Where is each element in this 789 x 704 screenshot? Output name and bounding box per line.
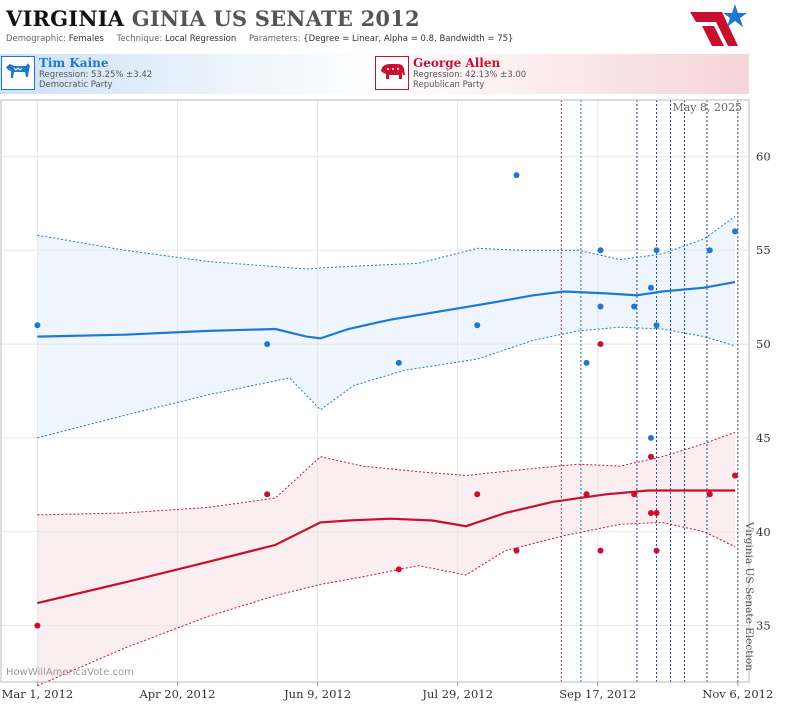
candidate-democrat: Tim Kaine Regression: 53.25% ±3.42 Democ… [0, 54, 374, 94]
poll-point [597, 547, 604, 554]
x-tick-label: Sep 17, 2012 [559, 687, 636, 701]
candidate-party: Democratic Party [39, 80, 113, 90]
poll-point [653, 247, 660, 254]
poll-point [395, 566, 402, 573]
demographic-value: Females [68, 34, 104, 44]
confidence-bands [37, 216, 735, 686]
watermark: HowWillAmericaVote.com [6, 667, 134, 678]
candidate-bar: Tim Kaine Regression: 53.25% ±3.42 Democ… [0, 54, 749, 94]
technique-value: Local Regression [165, 34, 237, 44]
candidate-name: George Allen [413, 56, 501, 70]
poll-point [597, 247, 604, 254]
technique-label: Technique: [116, 34, 163, 44]
poll-point [653, 510, 660, 517]
poll-point [34, 322, 41, 329]
y-tick-label: 45 [756, 431, 771, 445]
poll-point [395, 359, 402, 366]
poll-point [647, 284, 654, 291]
upper-bound-line-0 [37, 215, 736, 270]
x-tick-label: Jun 9, 2012 [283, 687, 351, 701]
y-tick-label: 35 [756, 619, 771, 633]
election-label: Virginia US Senate Election [743, 521, 755, 671]
candidate-republican: George Allen Regression: 42.13% ±3.00 Re… [374, 54, 749, 94]
y-tick-label: 40 [756, 525, 771, 539]
star-logo-icon [690, 4, 747, 46]
axes: 35 40 45 50 55 60 Mar 1, 2012 Apr 20, 2012 Jun 9… [0, 99, 773, 701]
header: VIRGINIA GINIA US SENATE 2012 Demographi… [0, 0, 749, 50]
poll-chart: 35 40 45 50 55 60 Mar 1, 2012 Apr 20, 2012 Jun 9… [0, 99, 773, 701]
candidate-regression: Regression: 42.13% ±3.00 [413, 70, 527, 80]
confidence-band-1 [37, 432, 735, 686]
poll-point [264, 491, 271, 498]
poll-point [583, 491, 590, 498]
poll-point [647, 453, 654, 460]
demographic-label: Demographic: [6, 34, 67, 44]
poll-point [731, 472, 738, 479]
y-tick-label: 50 [756, 337, 771, 351]
page-title: VIRGINIA GINIA US SENATE 2012 [6, 6, 420, 31]
poll-point [631, 303, 638, 310]
poll-point [474, 491, 481, 498]
parameters-value: {Degree = Linear, Alpha = 0.8, Bandwidth… [303, 34, 514, 44]
poll-point [597, 341, 604, 348]
regression-line-0 [37, 281, 736, 340]
poll-point [731, 228, 738, 235]
poll-lines [560, 100, 739, 682]
poll-point [653, 322, 660, 329]
lower-bound-line-0 [37, 326, 736, 439]
poll-point [706, 247, 713, 254]
candidate-name: Tim Kaine [39, 56, 109, 70]
plot-frame [0, 99, 750, 683]
candidate-regression: Regression: 53.25% ±3.42 [39, 70, 153, 80]
grid-lines [1, 100, 749, 682]
poll-point [474, 322, 481, 329]
series-layer [34, 172, 738, 687]
donkey-icon [1, 56, 35, 90]
candidate-bar-background [0, 54, 749, 94]
poll-point [647, 510, 654, 517]
poll-point [597, 303, 604, 310]
title-rest: GINIA US SENATE 2012 [131, 6, 420, 31]
poll-point [653, 547, 660, 554]
x-tick-label: Nov 6, 2012 [702, 687, 773, 701]
poll-point [706, 491, 713, 498]
candidate-party: Republican Party [413, 80, 485, 90]
poll-point [513, 547, 520, 554]
y-tick-label: 55 [756, 243, 771, 257]
x-tick-label: Mar 1, 2012 [2, 687, 74, 701]
upper-bound-line-1 [37, 431, 736, 516]
poll-point [264, 341, 271, 348]
title-state: VIRGINIA [6, 6, 125, 31]
poll-point [583, 359, 590, 366]
elephant-icon [375, 56, 409, 90]
poll-point [34, 622, 41, 629]
parameters-label: Parameters: [248, 34, 301, 44]
poll-point [631, 491, 638, 498]
parameters-line: Demographic: Females Technique: Local Re… [6, 34, 513, 44]
x-tick-label: Jul 29, 2012 [421, 687, 493, 701]
x-tick-label: Apr 20, 2012 [138, 687, 215, 701]
poll-point [513, 172, 520, 179]
lower-bound-line-1 [37, 521, 736, 687]
confidence-band-0 [37, 216, 735, 438]
date-label: May 8, 2025 [672, 101, 742, 114]
y-tick-label: 60 [756, 149, 771, 163]
poll-point [647, 434, 654, 441]
